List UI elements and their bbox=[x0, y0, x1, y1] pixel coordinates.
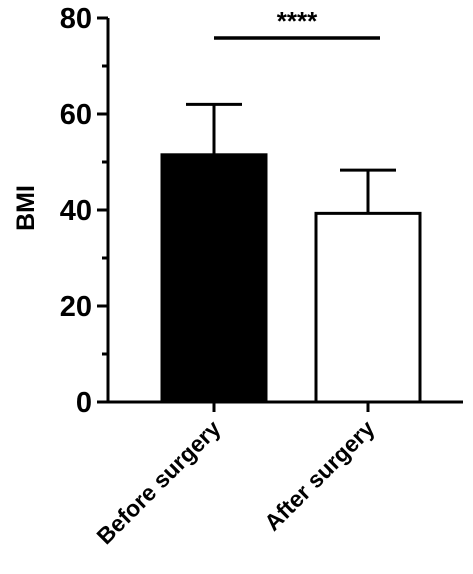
x-tick-label: Before surgery bbox=[91, 415, 225, 549]
bar bbox=[160, 153, 268, 404]
x-tick-label: After surgery bbox=[259, 415, 380, 536]
y-tick-label: 80 bbox=[60, 3, 92, 35]
y-tick-label: 0 bbox=[76, 387, 92, 419]
y-tick-label: 20 bbox=[60, 291, 92, 323]
bars bbox=[160, 153, 422, 404]
bar bbox=[314, 211, 422, 404]
significance-annotation: **** bbox=[214, 6, 380, 40]
error-bars bbox=[186, 102, 396, 214]
y-axis-label: BMI bbox=[12, 185, 40, 231]
y-tick-label: 60 bbox=[60, 99, 92, 131]
y-tick-label: 40 bbox=[60, 195, 92, 227]
significance-label: **** bbox=[277, 6, 318, 36]
